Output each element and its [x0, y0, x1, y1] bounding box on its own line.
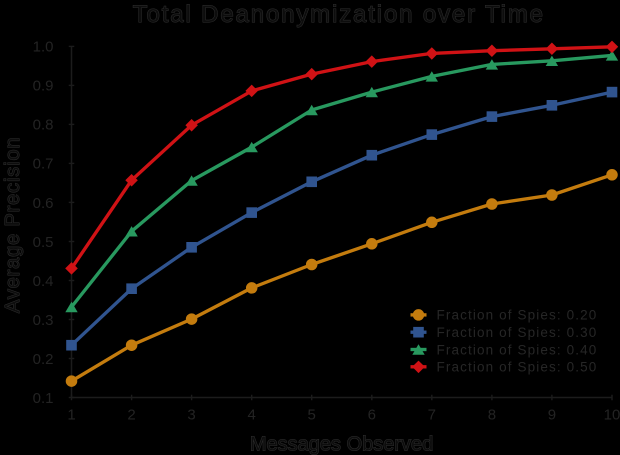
svg-text:Fraction of Spies: 0.50: Fraction of Spies: 0.50: [437, 360, 598, 375]
svg-text:8: 8: [488, 407, 496, 424]
svg-text:1.0: 1.0: [33, 39, 54, 56]
svg-text:3: 3: [187, 407, 195, 424]
svg-text:0.2: 0.2: [33, 351, 54, 368]
svg-text:0.9: 0.9: [33, 78, 54, 95]
svg-text:4: 4: [248, 407, 256, 424]
svg-text:Messages Observed: Messages Observed: [250, 433, 433, 455]
svg-text:0.1: 0.1: [33, 390, 54, 407]
svg-text:Fraction of Spies: 0.40: Fraction of Spies: 0.40: [437, 342, 598, 357]
svg-text:2: 2: [127, 407, 135, 424]
svg-text:7: 7: [428, 407, 436, 424]
svg-text:9: 9: [548, 407, 556, 424]
svg-text:0.4: 0.4: [33, 273, 54, 290]
svg-text:1: 1: [67, 407, 75, 424]
svg-text:0.8: 0.8: [33, 117, 54, 134]
svg-text:6: 6: [368, 407, 376, 424]
svg-text:5: 5: [308, 407, 316, 424]
svg-text:Total Deanonymization over Tim: Total Deanonymization over Time: [133, 1, 545, 28]
svg-text:0.7: 0.7: [33, 156, 54, 173]
svg-text:Average Precision: Average Precision: [2, 137, 24, 313]
svg-text:Fraction of Spies: 0.20: Fraction of Spies: 0.20: [437, 308, 598, 323]
svg-text:0.6: 0.6: [33, 195, 54, 212]
svg-text:0.5: 0.5: [33, 234, 54, 251]
svg-text:0.3: 0.3: [33, 312, 54, 329]
svg-text:10: 10: [604, 407, 620, 424]
svg-text:Fraction of Spies: 0.30: Fraction of Spies: 0.30: [437, 325, 598, 340]
